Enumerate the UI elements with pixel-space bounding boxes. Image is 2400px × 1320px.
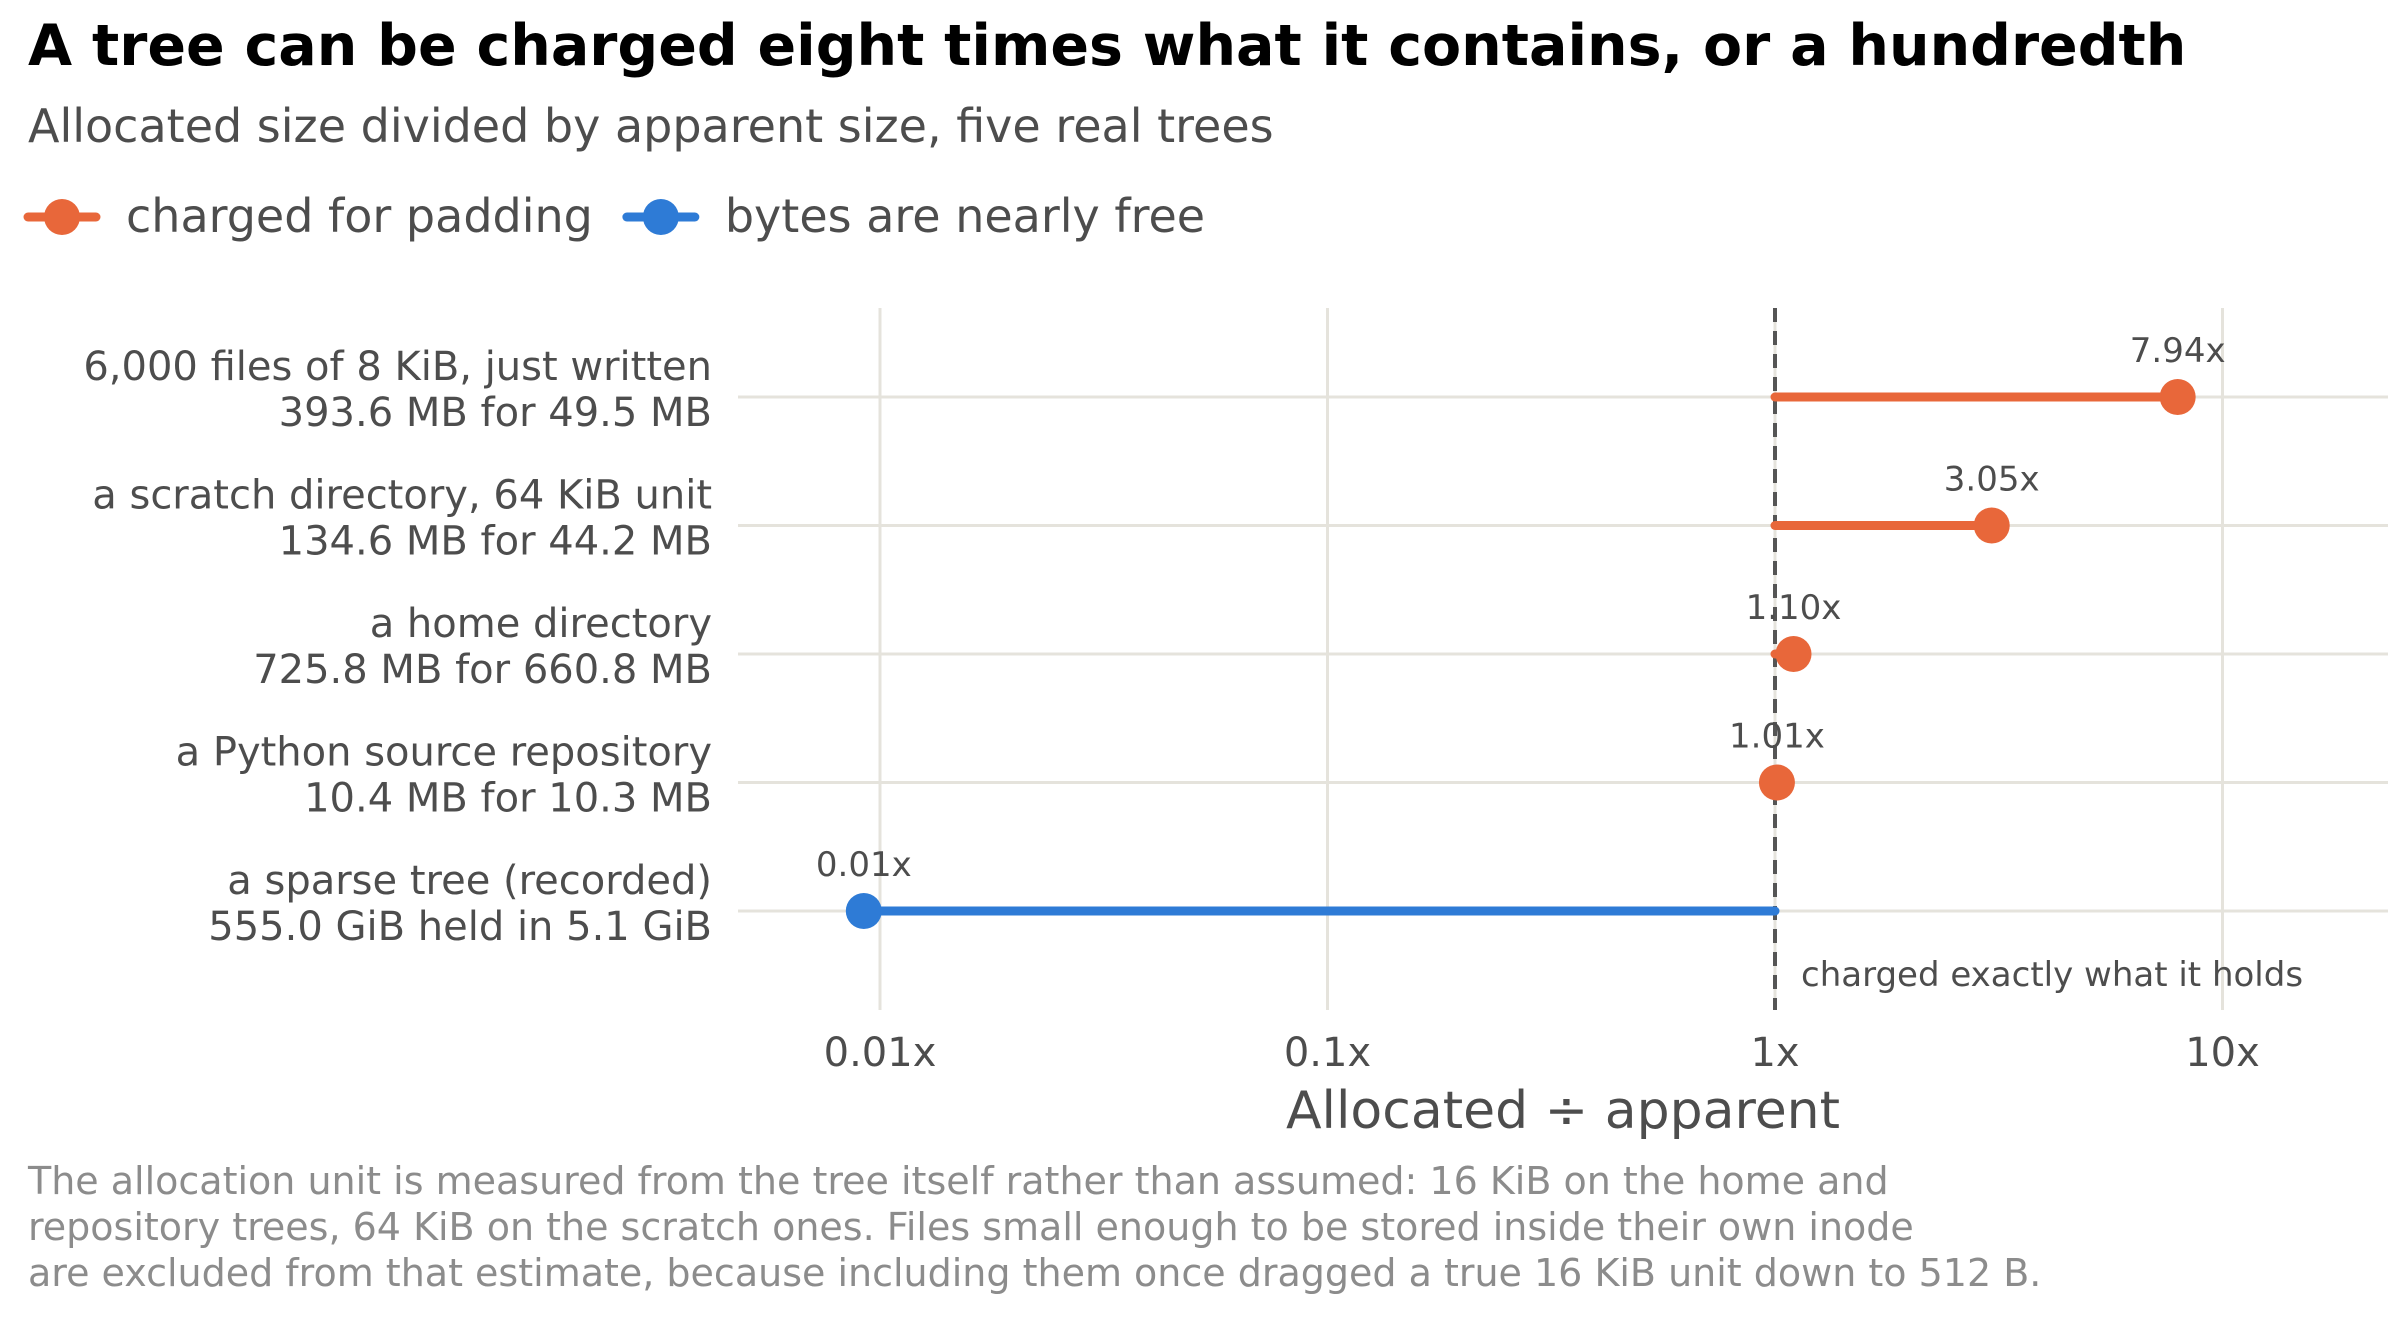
value-label: 1.01x [1729, 717, 1825, 757]
grid [738, 308, 2388, 1010]
reference-label: charged exactly what it holds [1801, 955, 2303, 995]
category-sublabel: 555.0 GiB held in 5.1 GiB [208, 904, 712, 950]
x-axis-title: Allocated ÷ apparent [1286, 1081, 1840, 1141]
lollipop-dot [845, 893, 882, 929]
value-label: 3.05x [1944, 460, 2040, 500]
category-sublabel: 393.6 MB for 49.5 MB [279, 390, 712, 436]
category-sublabel: 134.6 MB for 44.2 MB [279, 519, 712, 565]
x-tick-label: 0.01x [824, 1030, 937, 1076]
category-label: a scratch directory, 64 KiB unit [92, 473, 712, 519]
lollipop-dot [1775, 636, 1812, 672]
category-label: a sparse tree (recorded) [227, 858, 712, 904]
legend-label: bytes are nearly free [725, 189, 1205, 243]
chart-subtitle: Allocated size divided by apparent size,… [28, 99, 1274, 153]
category-sublabel: 10.4 MB for 10.3 MB [304, 776, 712, 822]
category-label: a Python source repository [176, 730, 712, 776]
value-label: 1.10x [1746, 588, 1842, 628]
x-tick-label: 0.1x [1284, 1030, 1371, 1076]
x-tick-label: 10x [2185, 1030, 2260, 1076]
caption-line: The allocation unit is measured from the… [28, 1159, 1889, 1203]
caption: The allocation unit is measured from the… [28, 1158, 2368, 1296]
category-labels: 6,000 files of 8 KiB, just written393.6 … [83, 344, 712, 950]
x-axis: 0.01x 0.1x 1x 10x Allocated ÷ apparent [824, 1030, 2260, 1141]
legend-label: charged for padding [126, 189, 593, 243]
lollipop-dot [1758, 764, 1795, 801]
chart-title: A tree can be charged eight times what i… [28, 13, 2186, 79]
value-label: 0.01x [816, 845, 912, 885]
legend-dot [642, 199, 679, 235]
caption-line: repository trees, 64 KiB on the scratch … [28, 1205, 1914, 1249]
legend-item: charged for padding [23, 189, 593, 243]
legend-dot [44, 199, 80, 235]
category-sublabel: 725.8 MB for 660.8 MB [253, 647, 712, 693]
caption-line: are excluded from that estimate, because… [28, 1251, 2042, 1295]
legend: charged for padding bytes are nearly free [23, 189, 1205, 243]
lollipop-dot [1973, 507, 2010, 544]
category-label: a home directory [370, 601, 712, 647]
chart-marks: charged exactly what it holds 7.94x 3.05x 1… [816, 308, 2303, 1010]
x-tick-label: 1x [1750, 1030, 1799, 1076]
category-label: 6,000 files of 8 KiB, just written [83, 344, 712, 390]
value-label: 7.94x [2130, 331, 2226, 371]
lollipop-dot [2159, 379, 2196, 415]
legend-item: bytes are nearly free [622, 189, 1205, 243]
